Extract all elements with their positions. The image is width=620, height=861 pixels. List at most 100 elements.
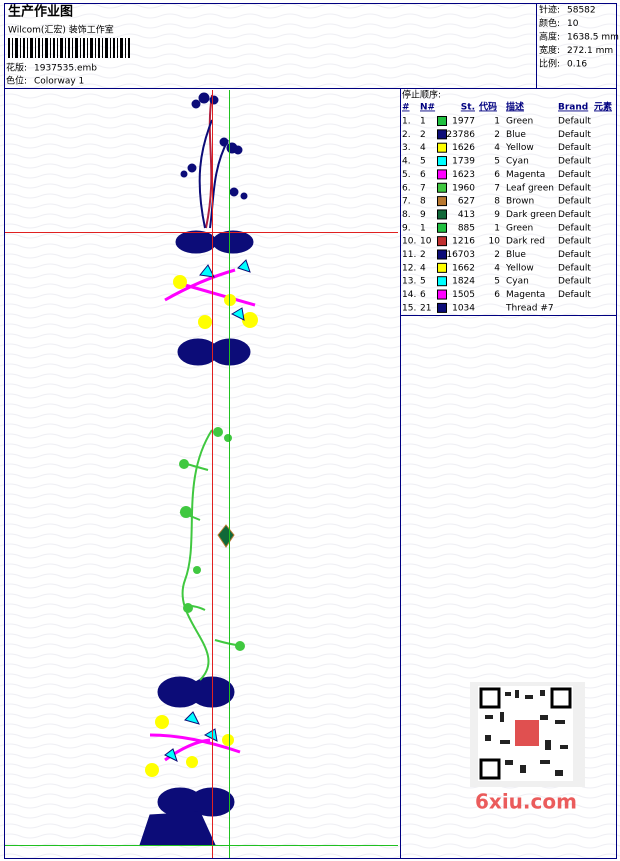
needle: 2 — [420, 130, 426, 140]
stat-label: 宽度: — [539, 44, 560, 56]
color-swatch — [437, 302, 447, 313]
row-index: 9. — [402, 223, 411, 233]
value: Colorway 1 — [34, 77, 84, 87]
description: Dark green — [506, 210, 556, 220]
code: 1 — [494, 223, 500, 233]
description: Brown — [506, 197, 534, 207]
stitches: 1626 — [452, 143, 475, 153]
row-index: 6. — [402, 183, 411, 193]
color-swatch — [437, 249, 447, 260]
stat-value: 58582 — [567, 6, 596, 16]
description: Green — [506, 223, 533, 233]
row-index: 13. — [402, 277, 416, 287]
column-header: N# — [420, 103, 435, 113]
code: 10 — [489, 237, 501, 247]
subtitle: Wilcom(汇宏) 装饰工作室 — [8, 24, 114, 36]
column-header: 元素 — [594, 101, 612, 113]
needle: 5 — [420, 157, 426, 167]
description: Leaf green — [506, 183, 554, 193]
description: Green — [506, 117, 533, 127]
code: 1 — [494, 117, 500, 127]
brand: Default — [558, 130, 591, 140]
stat-label: 颜色: — [539, 17, 560, 29]
stitches: 413 — [458, 210, 475, 220]
code: 6 — [494, 290, 500, 300]
color-swatch — [437, 209, 447, 220]
color-swatch — [437, 156, 447, 167]
code: 5 — [494, 157, 500, 167]
stitches: 1034 — [452, 303, 475, 313]
color-swatch — [437, 222, 447, 233]
description: Cyan — [506, 157, 529, 167]
brand: Default — [558, 143, 591, 153]
stat-value: 10 — [567, 19, 579, 29]
stitches: 16703 — [446, 250, 475, 260]
stat-value: 1638.5 mm — [567, 33, 619, 43]
column-header: 描述 — [506, 101, 524, 113]
brand: Default — [558, 223, 591, 233]
row-index: 14. — [402, 290, 416, 300]
color-swatch — [437, 236, 447, 247]
table-title: 停止顺序: — [402, 89, 441, 101]
design — [5, 90, 398, 858]
needle: 5 — [420, 277, 426, 287]
stitches: 1505 — [452, 290, 475, 300]
brand: Default — [558, 237, 591, 247]
color-swatch — [437, 116, 447, 126]
brand: Default — [558, 117, 591, 127]
needle: 1 — [420, 117, 426, 127]
label: 色位: — [6, 75, 27, 87]
row-index: 4. — [402, 157, 411, 167]
brand: Default — [558, 210, 591, 220]
row-index: 3. — [402, 143, 411, 153]
needle: 6 — [420, 170, 426, 180]
needle: 9 — [420, 210, 426, 220]
row-index: 5. — [402, 170, 411, 180]
needle: 8 — [420, 197, 426, 207]
stat-label: 高度: — [539, 31, 560, 43]
label: 花版: — [6, 62, 27, 74]
color-swatch — [437, 276, 447, 287]
color-swatch — [437, 289, 447, 300]
brand: Default — [558, 250, 591, 260]
description: Yellow — [505, 263, 534, 273]
row-index: 1. — [402, 117, 411, 127]
needle: 4 — [420, 263, 426, 273]
stitches: 1216 — [452, 237, 475, 247]
needle: 21 — [420, 303, 431, 313]
brand: Default — [558, 183, 591, 193]
description: Magenta — [506, 290, 545, 300]
column-header: # — [402, 103, 410, 113]
code: 4 — [494, 263, 500, 273]
description: Dark red — [506, 237, 545, 247]
needle: 4 — [420, 143, 426, 153]
row-index: 11. — [402, 250, 416, 260]
brand: Default — [558, 277, 591, 287]
stat-label: 比例: — [539, 58, 560, 70]
title: 生产作业图 — [8, 4, 73, 20]
column-header: St. — [461, 103, 475, 113]
brand: Default — [558, 197, 591, 207]
description: Cyan — [506, 277, 529, 287]
needle: 1 — [420, 223, 426, 233]
stitches: 1960 — [452, 183, 475, 193]
row-index: 2. — [402, 130, 411, 140]
code: 6 — [494, 170, 500, 180]
stitches: 1739 — [452, 157, 475, 167]
row-index: 8. — [402, 210, 411, 220]
brand: Default — [558, 170, 591, 180]
code: 4 — [494, 143, 500, 153]
stitches: 627 — [458, 197, 475, 207]
brand: Default — [558, 290, 591, 300]
color-swatch — [437, 169, 447, 180]
stat-value: 0.16 — [567, 60, 587, 70]
stitches: 1977 — [452, 117, 475, 127]
watermark: 6xiu.com — [475, 790, 577, 814]
needle: 6 — [420, 290, 426, 300]
code: 9 — [494, 210, 500, 220]
color-swatch — [437, 182, 447, 193]
color-swatch — [437, 196, 447, 207]
brand: Default — [558, 157, 591, 167]
code: 2 — [494, 250, 500, 260]
